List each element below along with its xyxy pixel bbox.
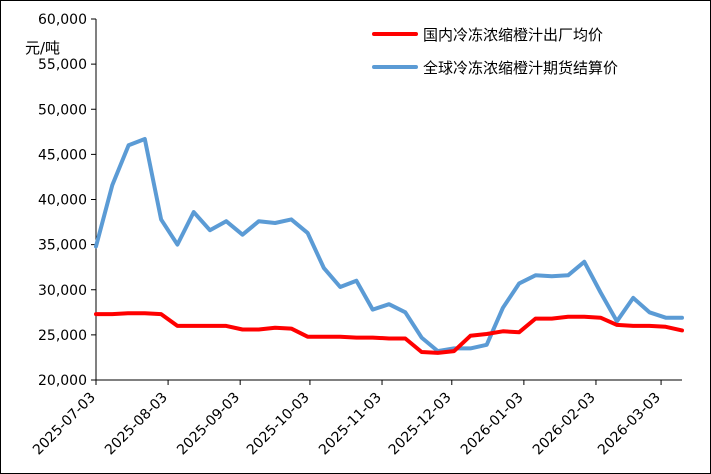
- legend-label-1: 全球冷冻浓缩橙汁期货结算价: [423, 59, 618, 77]
- x-tick-label: 2025-09-03: [174, 390, 243, 459]
- x-tick-label: 2026-03-03: [595, 390, 664, 459]
- x-tick-label: 2025-07-03: [30, 390, 99, 459]
- x-tick-label: 2025-10-03: [244, 390, 313, 459]
- legend-label-0: 国内冷冻浓缩橙汁出厂均价: [423, 26, 603, 44]
- y-tick-label: 35,000: [38, 238, 87, 254]
- x-tick-label: 2025-11-03: [316, 390, 385, 459]
- y-tick-label: 25,000: [38, 328, 87, 344]
- series-line-1: [94, 137, 684, 354]
- y-tick-label: 20,000: [38, 373, 87, 389]
- y-tick-label: 40,000: [38, 193, 87, 209]
- series-line-0: [94, 311, 684, 355]
- x-tick-label: 2025-08-03: [102, 390, 171, 459]
- x-tick-label: 2025-12-03: [386, 390, 455, 459]
- x-tick-label: 2026-01-03: [458, 390, 527, 459]
- y-tick-label: 55,000: [38, 57, 87, 73]
- y-tick-label: 30,000: [38, 283, 87, 299]
- axes: 20,000 25,000 30,000 35,000 40,000 45,000 50,0…: [30, 12, 682, 458]
- x-tick-label: 2026-02-03: [530, 390, 599, 459]
- y-unit-label: 元/吨: [25, 39, 60, 57]
- y-tick-label: 45,000: [38, 147, 87, 163]
- y-tick-label: 60,000: [38, 12, 87, 28]
- y-tick-label: 50,000: [38, 102, 87, 118]
- series-lines: [94, 137, 684, 355]
